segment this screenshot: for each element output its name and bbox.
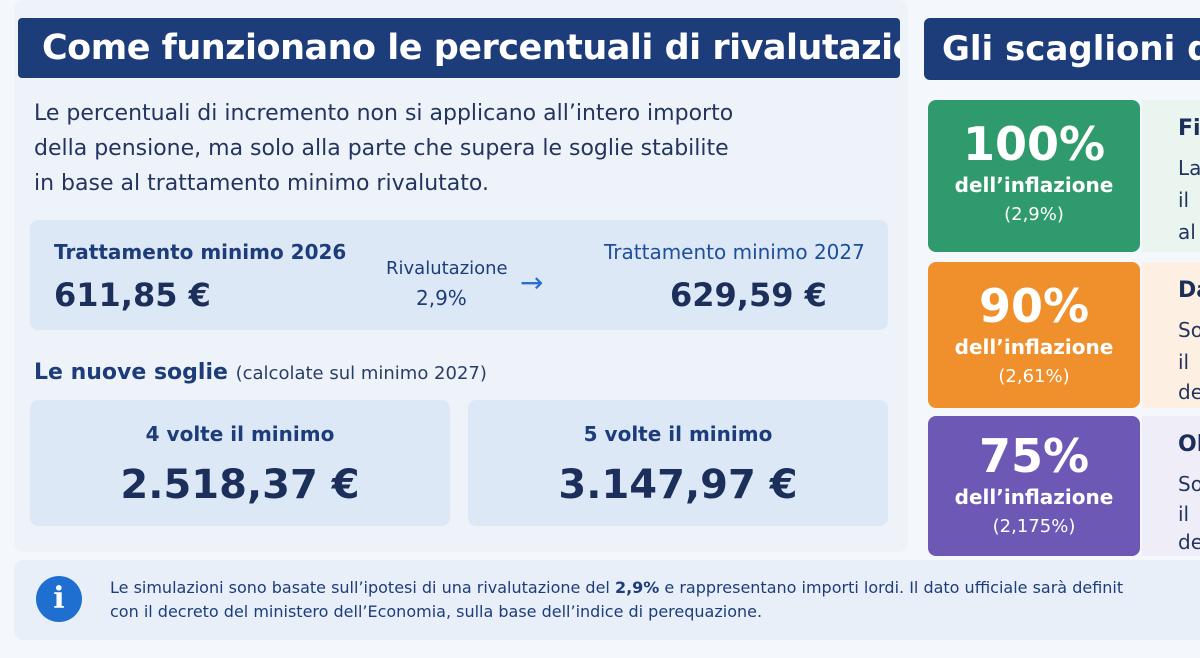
panel-title: Come funzionano le percentuali di rivalu…	[18, 18, 900, 78]
scaglioni-title: Gli scaglioni di	[924, 18, 1200, 80]
tier-detail-line: de	[1178, 530, 1200, 554]
tier-detail: Da So il de	[1142, 262, 1200, 408]
rivalutazione-label: Rivalutazione	[386, 258, 508, 279]
tier-detail-heading: Ol	[1178, 432, 1200, 457]
tier-detail: Fi La il al	[1142, 100, 1200, 252]
threshold-value: 2.518,37 €	[120, 462, 360, 508]
min-2026-label: Trattamento minimo 2026	[54, 240, 347, 264]
tier-detail-heading: Da	[1178, 278, 1200, 303]
threshold-card: 4 volte il minimo 2.518,37 €	[30, 400, 450, 526]
intro-text: Le percentuali di incremento non si appl…	[34, 96, 814, 201]
tier-detail: Ol So il de	[1142, 416, 1200, 556]
tier-card-90: 90% dell’inflazione (2,61%)	[928, 262, 1140, 408]
tier-detail-line: al	[1178, 220, 1196, 244]
disclaimer-part: e rappresentano importi lordi. Il dato u…	[659, 578, 1124, 597]
tier-rate: (2,61%)	[998, 366, 1070, 387]
disclaimer-highlight: 2,9%	[614, 578, 660, 597]
tier-description: dell’inflazione	[954, 173, 1114, 197]
threshold-card: 5 volte il minimo 3.147,97 €	[468, 400, 888, 526]
tier-card-75: 75% dell’inflazione (2,175%)	[928, 416, 1140, 556]
soglie-heading: Le nuove soglie (calcolate sul minimo 20…	[34, 360, 487, 385]
tier-detail-line: de	[1178, 380, 1200, 404]
scaglioni-panel: Gli scaglioni di 100% dell’inflazione (2…	[918, 0, 1200, 560]
tier-detail-line: So	[1178, 472, 1200, 496]
tier-description: dell’inflazione	[954, 485, 1114, 509]
tier-detail-line: La	[1178, 156, 1200, 180]
tier-percentage: 90%	[978, 279, 1090, 333]
intro-line: in base al trattamento minimo rivalutato…	[34, 171, 489, 196]
disclaimer-line: con il decreto del ministero dell’Econom…	[110, 602, 763, 621]
disclaimer-part: Le simulazioni sono basate sull’ipotesi …	[110, 578, 615, 597]
rivalutazione-value: 2,9%	[416, 286, 467, 310]
tier-card-100: 100% dell’inflazione (2,9%)	[928, 100, 1140, 252]
trattamento-minimo-box: Trattamento minimo 2026 611,85 € Rivalut…	[30, 220, 888, 330]
tier-detail-heading: Fi	[1178, 116, 1200, 141]
tier-detail-line: So	[1178, 318, 1200, 342]
tier-detail-line: il	[1178, 188, 1190, 212]
intro-line: Le percentuali di incremento non si appl…	[34, 101, 734, 126]
tier-description: dell’inflazione	[954, 335, 1114, 359]
tier-rate: (2,9%)	[1004, 204, 1064, 225]
tier-percentage: 75%	[978, 429, 1090, 483]
tier-percentage: 100%	[962, 117, 1106, 171]
threshold-label: 5 volte il minimo	[583, 422, 773, 446]
min-2026-value: 611,85 €	[54, 276, 211, 314]
threshold-value: 3.147,97 €	[558, 462, 798, 508]
disclaimer-footer: i Le simulazioni sono basate sull’ipotes…	[14, 560, 1200, 640]
threshold-label: 4 volte il minimo	[145, 422, 335, 446]
min-2027-value: 629,59 €	[670, 276, 827, 314]
soglie-title: Le nuove soglie	[34, 360, 228, 385]
arrow-right-icon: →	[520, 266, 544, 299]
soglie-note: (calcolate sul minimo 2027)	[235, 363, 487, 384]
min-2027-label: Trattamento minimo 2027	[604, 240, 865, 264]
intro-line: della pensione, ma solo alla parte che s…	[34, 136, 729, 161]
disclaimer-text: Le simulazioni sono basate sull’ipotesi …	[110, 576, 1200, 624]
disclaimer-line: Le simulazioni sono basate sull’ipotesi …	[110, 576, 1200, 600]
info-icon: i	[36, 576, 82, 622]
tier-detail-line: il	[1178, 350, 1190, 374]
tier-rate: (2,175%)	[992, 516, 1076, 537]
tier-detail-line: il	[1178, 502, 1190, 526]
